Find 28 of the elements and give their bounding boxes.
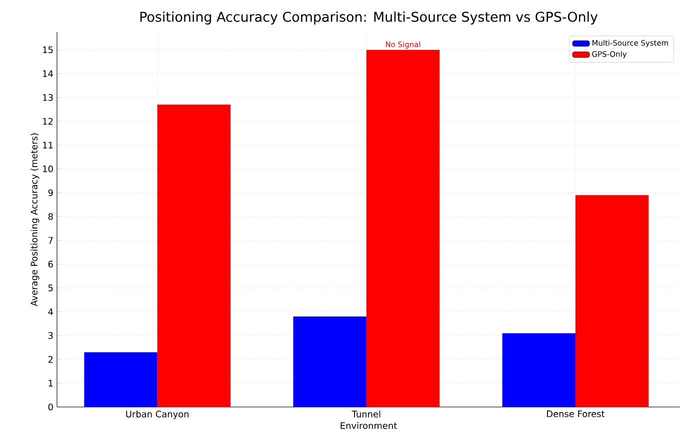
x-tick-label: Dense Forest: [547, 410, 605, 418]
y-tick-label: 9: [48, 189, 53, 196]
y-axis-title: Average Positioning Accuracy (meters): [30, 133, 40, 306]
chart-title: Positioning Accuracy Comparison: Multi-Source System vs GPS-Only: [140, 11, 598, 24]
bar: [502, 333, 576, 407]
y-tick-label: 15: [43, 46, 53, 54]
y-tick-label: 1: [48, 380, 53, 386]
bar: [157, 104, 231, 407]
bar: [575, 195, 649, 407]
y-tick-label: 10: [43, 166, 53, 172]
x-tick-label: Tunnel: [352, 410, 380, 418]
y-tick-label: 14: [43, 70, 53, 77]
y-tick-label: 13: [43, 94, 53, 101]
y-tick-label: 11: [43, 142, 53, 148]
y-tick-label: 12: [43, 118, 53, 125]
y-tick-label: 6: [48, 260, 53, 268]
x-axis-title: Environment: [340, 422, 397, 429]
y-tick-label: 4: [48, 308, 53, 316]
y-tick-label: 5: [48, 284, 53, 292]
y-tick-label: 3: [48, 332, 53, 339]
y-tick-label: 7: [48, 237, 53, 244]
bar: [366, 50, 440, 407]
y-tick-label: 0: [48, 404, 53, 410]
bar: [293, 316, 366, 407]
y-tick-label: 2: [48, 356, 53, 363]
y-tick-label: 8: [48, 213, 53, 220]
bar: [84, 352, 158, 407]
x-tick-label: Urban Canyon: [126, 410, 189, 420]
